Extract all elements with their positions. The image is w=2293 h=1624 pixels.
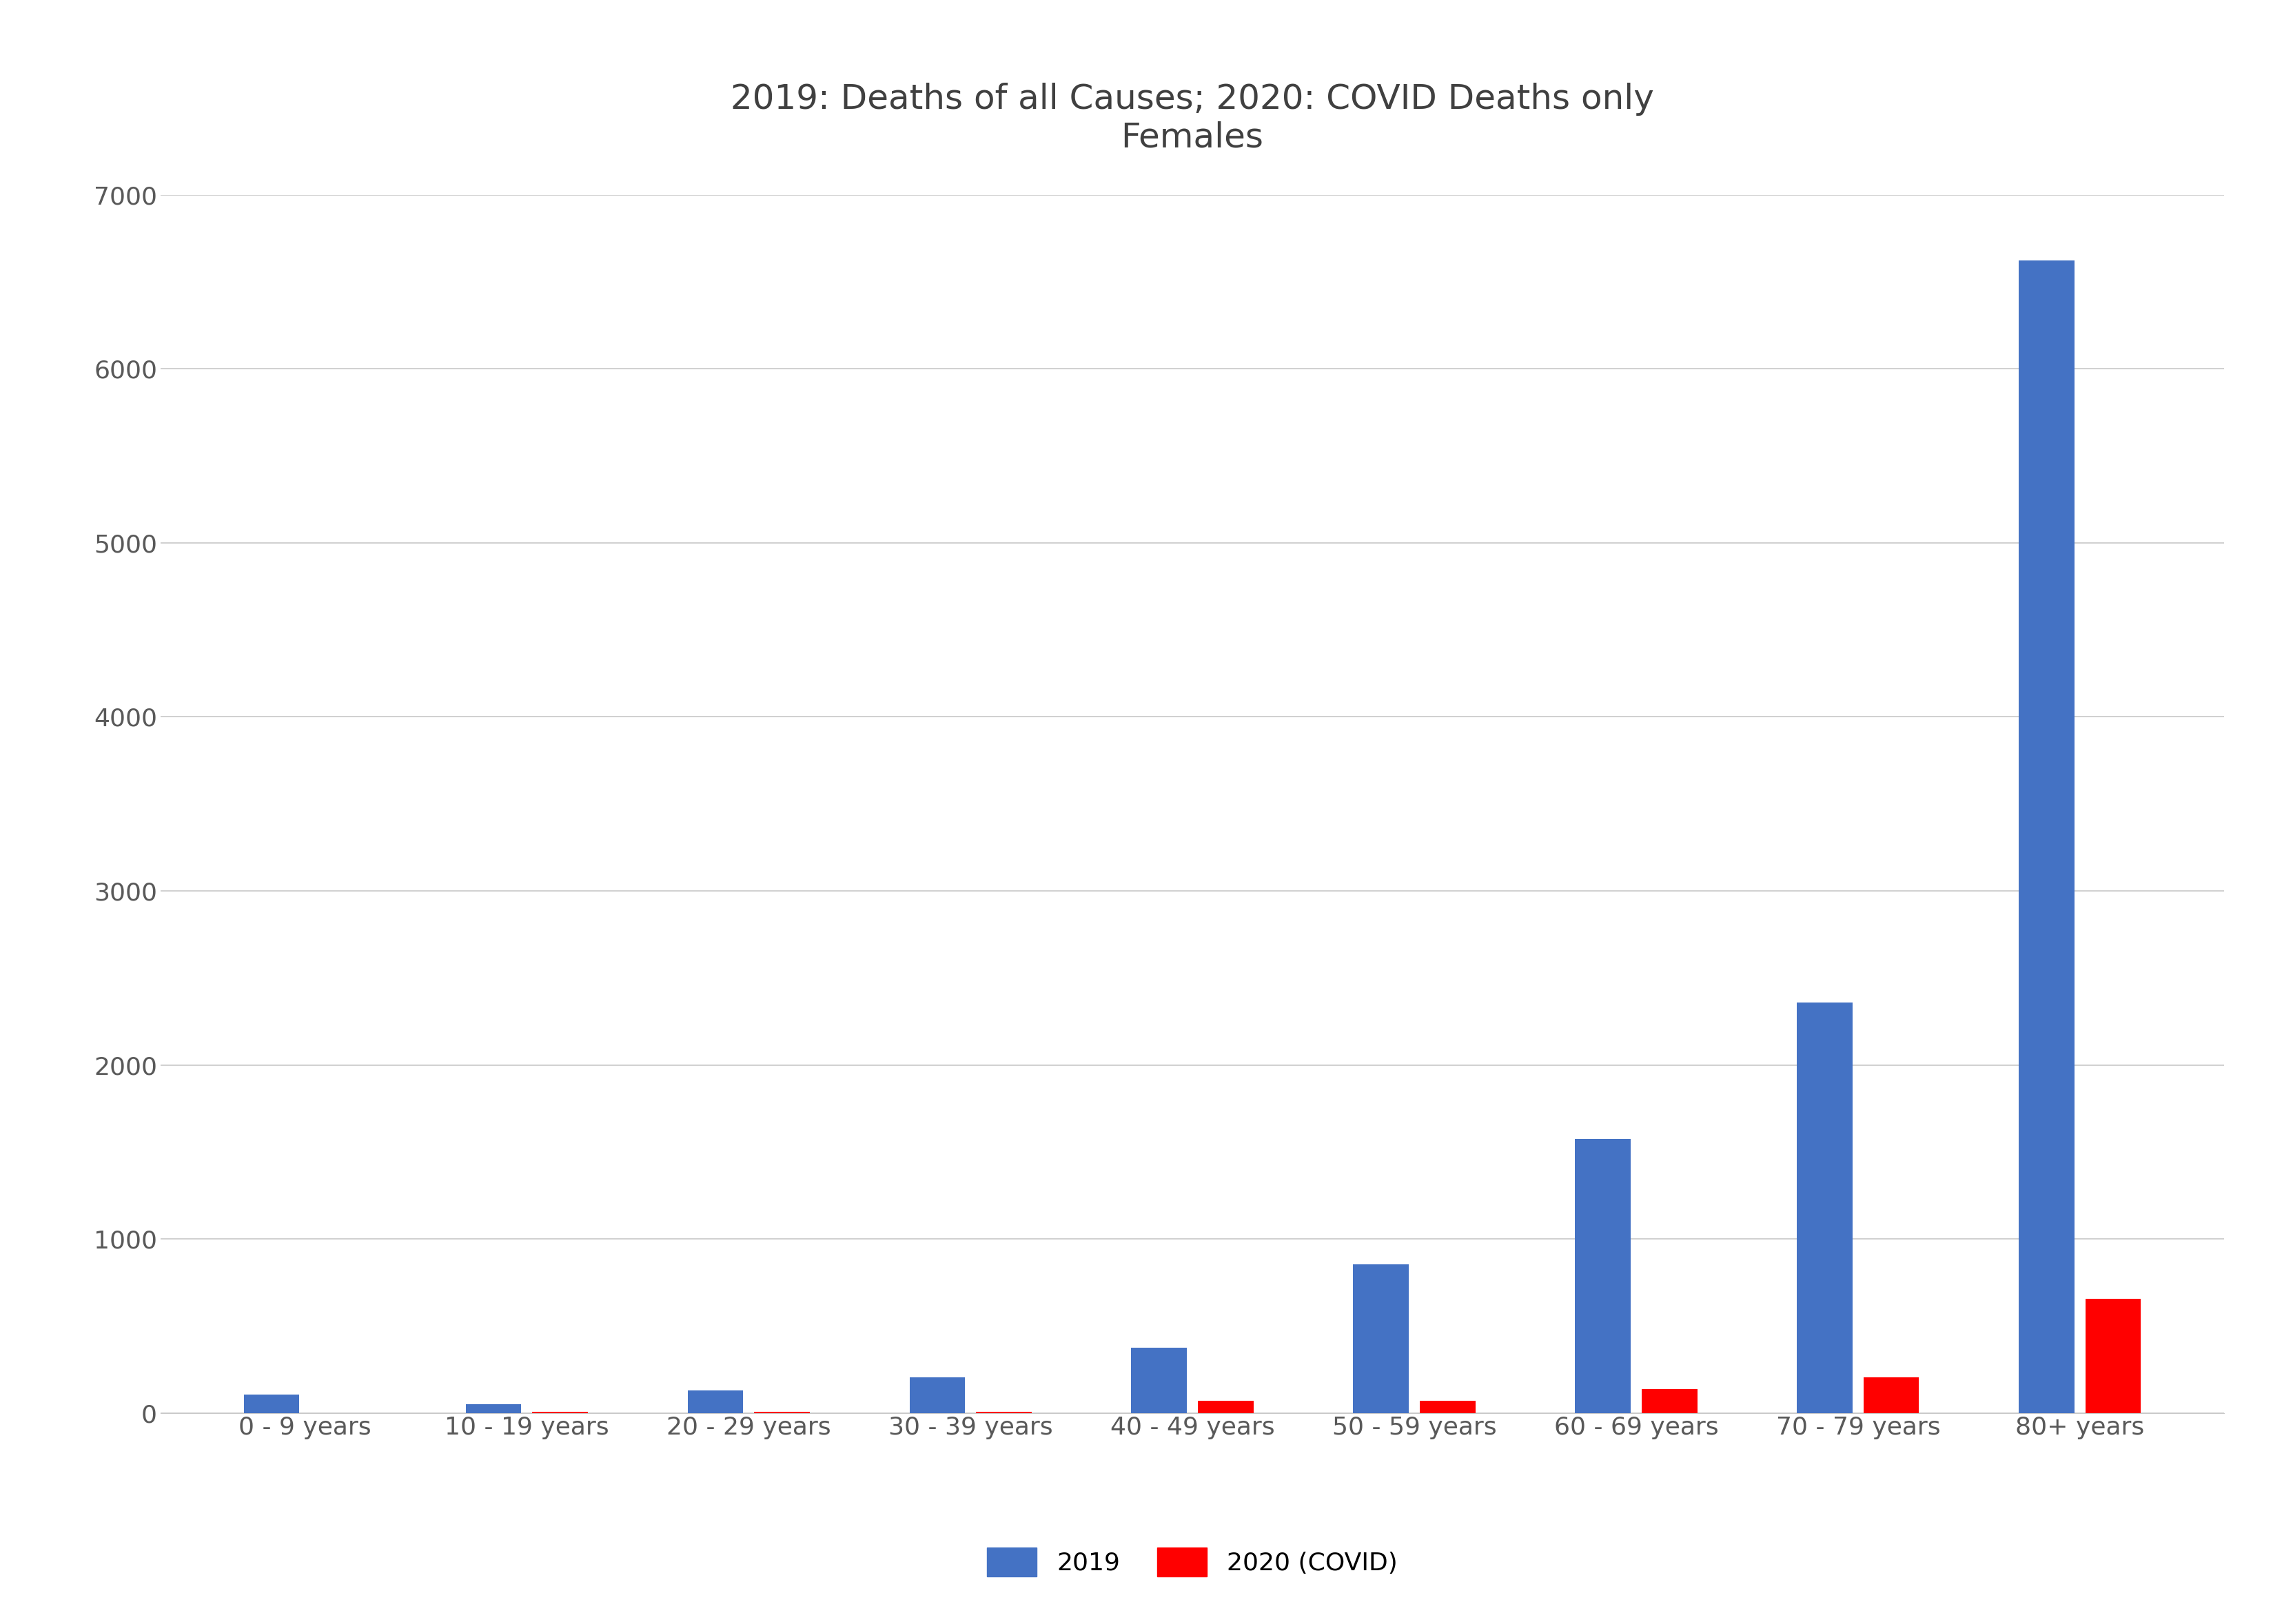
Bar [1864,1377,1919,1413]
Title: 2019: Deaths of all Causes; 2020: COVID Deaths only
Females: 2019: Deaths of all Causes; 2020: COVID … [731,83,1653,154]
Bar [910,1377,965,1413]
Bar [2018,260,2075,1413]
Bar [688,1390,743,1413]
Bar [243,1395,298,1413]
Bar [465,1405,521,1413]
Bar [1798,1002,1853,1413]
Legend: 2019, 2020 (COVID): 2019, 2020 (COVID) [975,1535,1410,1588]
Bar [1642,1390,1697,1413]
Bar [1575,1138,1630,1413]
Bar [2087,1299,2142,1413]
Bar [1419,1400,1474,1413]
Bar [1197,1400,1254,1413]
Bar [1353,1263,1408,1413]
Bar [1130,1348,1188,1413]
